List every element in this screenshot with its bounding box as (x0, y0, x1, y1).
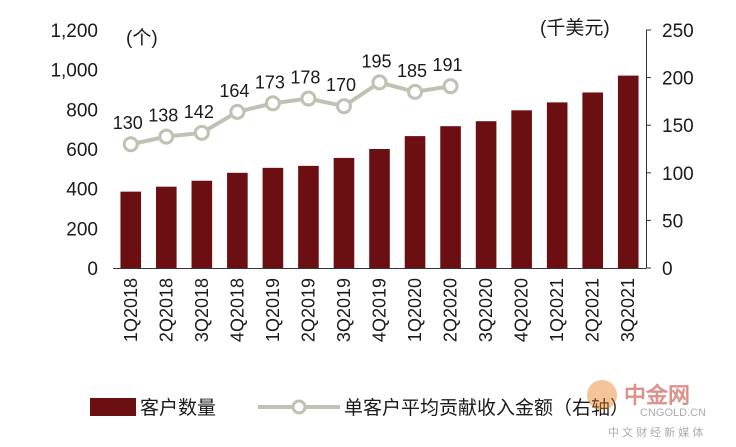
legend: 客户数量 单客户平均贡献收入金额（右轴） (90, 397, 629, 419)
bar-4Q2019 (369, 149, 390, 268)
right-tick-label: 200 (662, 69, 694, 90)
watermark-brand: 中金网 (624, 383, 690, 408)
line-point-1Q2018 (122, 136, 139, 153)
category-label: 1Q2019 (263, 278, 283, 342)
bar-4Q2020 (511, 110, 532, 268)
line-point-1Q2020 (407, 83, 424, 100)
bar-1Q2021 (546, 102, 568, 269)
right-tick-label: 100 (662, 164, 694, 185)
category-label: 3Q2018 (192, 278, 212, 342)
data-label-1Q2018: 130 (113, 113, 143, 133)
bar-3Q2021 (617, 75, 639, 268)
right-tick-label: 50 (662, 211, 683, 232)
bar-4Q2018 (227, 172, 248, 268)
left-tick-label: 800 (66, 100, 98, 121)
right-axis-unit: (千美元) (540, 17, 610, 39)
bar-2Q2020 (440, 126, 461, 268)
category-label: 4Q2019 (370, 278, 390, 342)
left-tick-label: 600 (66, 140, 98, 161)
legend-bar-swatch (90, 398, 136, 416)
bar-3Q2020 (475, 121, 497, 268)
bar-3Q2018 (191, 180, 213, 268)
data-label-2Q2019: 178 (290, 68, 320, 88)
left-tick-label: 400 (66, 180, 98, 201)
category-label: 3Q2020 (476, 278, 496, 342)
watermark-logo-icon (587, 380, 617, 410)
bar-3Q2019 (333, 157, 355, 268)
category-label: 2Q2018 (156, 278, 176, 342)
bar-2Q2018 (155, 186, 177, 268)
legend-line-label: 单客户平均贡献收入金额（右轴） (344, 397, 629, 419)
right-axis: 0 50 100 150 200 250 (646, 21, 694, 280)
category-label: 2Q2020 (441, 278, 461, 342)
line-point-4Q2018 (229, 103, 246, 120)
line-point-2Q2019 (300, 90, 317, 107)
category-label: 1Q2020 (405, 278, 425, 342)
left-tick-label: 1,000 (50, 61, 98, 82)
bar-1Q2018 (120, 191, 142, 268)
category-label: 4Q2020 (512, 278, 532, 342)
line-point-1Q2019 (264, 95, 281, 112)
data-label-3Q2018: 142 (184, 102, 214, 122)
left-tick-label: 200 (66, 219, 98, 240)
right-tick-label: 0 (662, 259, 673, 280)
category-label: 1Q2018 (121, 278, 141, 342)
data-label-4Q2019: 195 (361, 51, 391, 71)
category-label: 2Q2019 (298, 278, 318, 342)
data-label-1Q2019: 173 (255, 72, 285, 92)
watermark-url: CNGOLD.CN (640, 407, 706, 419)
line-point-2Q2020 (442, 78, 459, 95)
data-label-3Q2019: 170 (326, 75, 356, 95)
line-point-3Q2019 (335, 98, 352, 115)
data-label-1Q2020: 185 (397, 61, 427, 81)
left-axis: 0 200 400 600 800 1,000 1,200 (50, 21, 98, 280)
data-label-4Q2018: 164 (219, 81, 249, 101)
data-label-2Q2020: 191 (433, 55, 463, 75)
right-tick-label: 250 (662, 21, 694, 42)
category-label: 4Q2018 (227, 278, 247, 342)
line-point-4Q2019 (371, 74, 388, 91)
line-point-2Q2018 (158, 128, 175, 145)
bar-1Q2019 (262, 167, 284, 268)
left-axis-unit: (个) (126, 27, 158, 49)
category-label: 1Q2021 (547, 278, 567, 342)
bar-2Q2021 (582, 92, 604, 268)
line-path (130, 80, 451, 147)
watermark: 中金网 CNGOLD.CN 中 文 财 经 新 媒 体 (587, 380, 706, 439)
left-tick-label: 1,200 (50, 21, 98, 42)
category-axis: 1Q2018 2Q2018 3Q2018 4Q2018 1Q2019 2Q2019 3Q20… (121, 278, 638, 342)
bar-2Q2019 (298, 165, 319, 268)
legend-bar-label: 客户数量 (140, 397, 216, 419)
category-label: 3Q2021 (618, 278, 638, 342)
data-label-2Q2018: 138 (148, 106, 178, 126)
category-label: 3Q2019 (334, 278, 354, 342)
legend-line-marker (291, 399, 307, 415)
category-label: 2Q2021 (583, 278, 603, 342)
line-point-3Q2018 (193, 124, 210, 141)
watermark-sub: 中 文 财 经 新 媒 体 (608, 425, 703, 439)
right-tick-label: 150 (662, 116, 694, 137)
bar-series (113, 75, 646, 269)
left-tick-label: 0 (87, 259, 98, 280)
bar-1Q2020 (404, 136, 426, 268)
